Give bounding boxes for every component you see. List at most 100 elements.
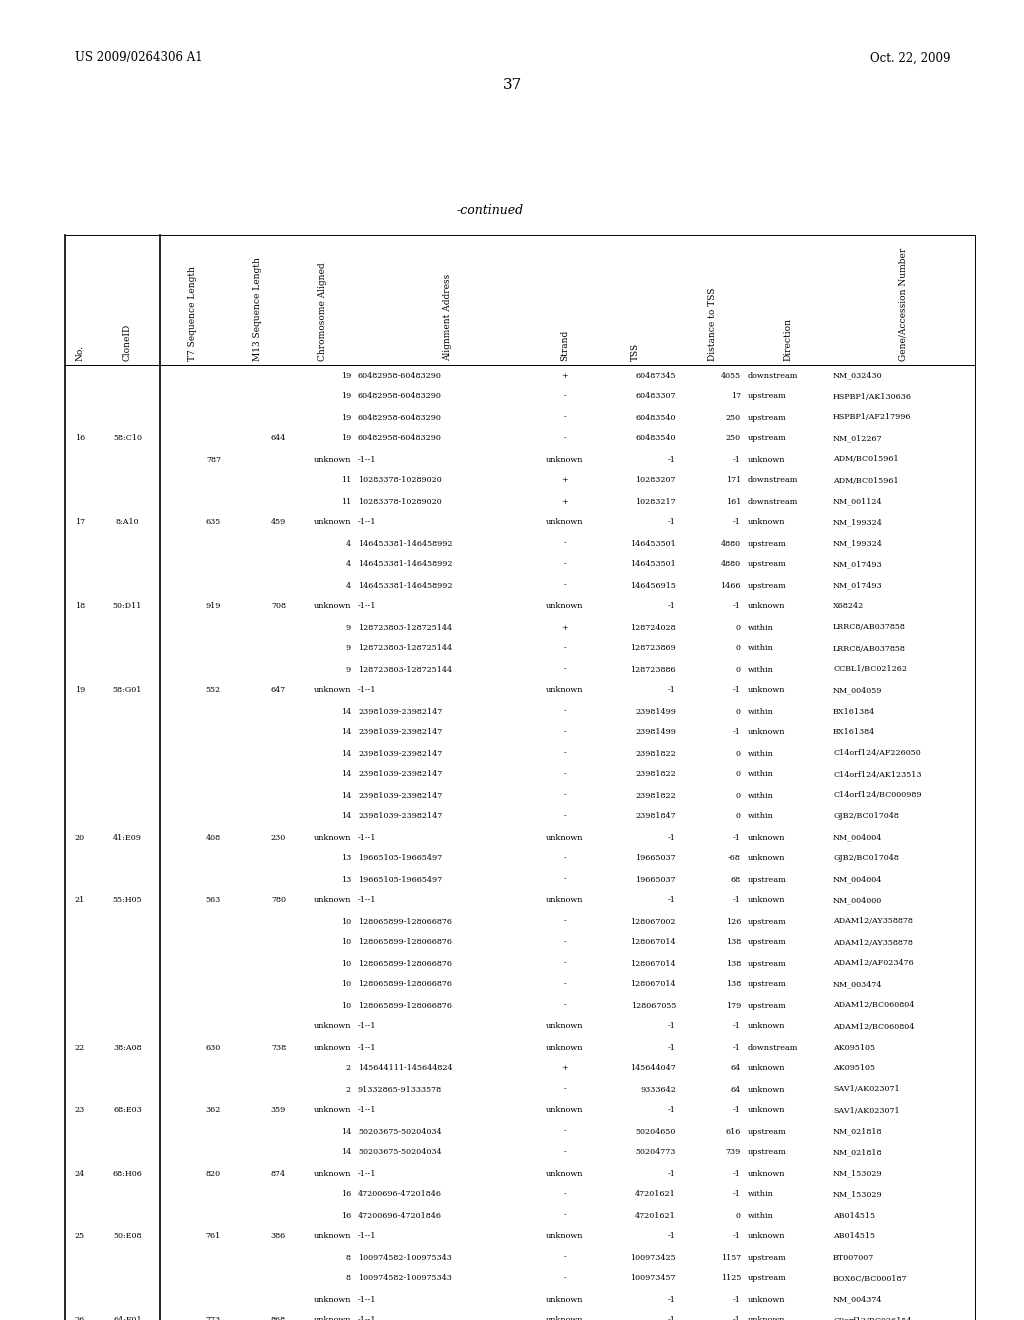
Text: -1--1: -1--1 bbox=[358, 1316, 377, 1320]
Text: unknown: unknown bbox=[313, 1295, 351, 1304]
Text: 68: 68 bbox=[731, 875, 741, 883]
Text: 145644111-145644824: 145644111-145644824 bbox=[358, 1064, 453, 1072]
Text: unknown: unknown bbox=[546, 1023, 584, 1031]
Text: -1: -1 bbox=[733, 1233, 741, 1241]
Text: -: - bbox=[563, 1254, 566, 1262]
Text: 128723886: 128723886 bbox=[631, 665, 676, 673]
Text: 128067055: 128067055 bbox=[631, 1002, 676, 1010]
Text: -: - bbox=[563, 939, 566, 946]
Text: -: - bbox=[563, 1191, 566, 1199]
Text: -1: -1 bbox=[668, 602, 676, 610]
Text: 820: 820 bbox=[206, 1170, 221, 1177]
Text: 50204773: 50204773 bbox=[636, 1148, 676, 1156]
Text: unknown: unknown bbox=[748, 1106, 785, 1114]
Text: 128723803-128725144: 128723803-128725144 bbox=[358, 644, 453, 652]
Text: -: - bbox=[563, 1148, 566, 1156]
Text: CCBL1/BC021262: CCBL1/BC021262 bbox=[833, 665, 907, 673]
Text: 128723803-128725144: 128723803-128725144 bbox=[358, 665, 453, 673]
Text: upstream: upstream bbox=[748, 561, 786, 569]
Text: 23981822: 23981822 bbox=[635, 771, 676, 779]
Text: 9: 9 bbox=[346, 665, 351, 673]
Text: 20: 20 bbox=[75, 833, 85, 842]
Text: 50:D11: 50:D11 bbox=[113, 602, 142, 610]
Text: 128065899-128066876: 128065899-128066876 bbox=[358, 960, 452, 968]
Text: -1: -1 bbox=[668, 455, 676, 463]
Text: -1: -1 bbox=[733, 686, 741, 694]
Text: -: - bbox=[563, 1085, 566, 1093]
Text: -1--1: -1--1 bbox=[358, 896, 377, 904]
Text: -1--1: -1--1 bbox=[358, 1170, 377, 1177]
Text: 14: 14 bbox=[341, 792, 351, 800]
Text: 708: 708 bbox=[271, 602, 286, 610]
Text: -: - bbox=[563, 771, 566, 779]
Text: unknown: unknown bbox=[546, 833, 584, 842]
Text: 0: 0 bbox=[736, 1212, 741, 1220]
Text: unknown: unknown bbox=[748, 1170, 785, 1177]
Text: 10: 10 bbox=[341, 917, 351, 925]
Text: within: within bbox=[748, 665, 774, 673]
Text: No.: No. bbox=[76, 345, 85, 360]
Text: 2: 2 bbox=[346, 1085, 351, 1093]
Text: CloneID: CloneID bbox=[123, 323, 132, 360]
Text: 128065899-128066876: 128065899-128066876 bbox=[358, 1002, 452, 1010]
Text: -1: -1 bbox=[733, 455, 741, 463]
Text: Alignment Address: Alignment Address bbox=[443, 273, 452, 360]
Text: NM_017493: NM_017493 bbox=[833, 561, 883, 569]
Text: unknown: unknown bbox=[748, 729, 785, 737]
Text: -: - bbox=[563, 1127, 566, 1135]
Text: TSS: TSS bbox=[631, 343, 640, 360]
Text: 138: 138 bbox=[726, 981, 741, 989]
Text: -: - bbox=[563, 875, 566, 883]
Text: Direction: Direction bbox=[783, 318, 792, 360]
Text: -1: -1 bbox=[668, 1233, 676, 1241]
Text: 146453381-146458992: 146453381-146458992 bbox=[358, 582, 453, 590]
Text: NM_004059: NM_004059 bbox=[833, 686, 883, 694]
Text: 128067014: 128067014 bbox=[631, 960, 676, 968]
Text: unknown: unknown bbox=[313, 1106, 351, 1114]
Text: 23981822: 23981822 bbox=[635, 792, 676, 800]
Text: 60483540: 60483540 bbox=[636, 413, 676, 421]
Text: -1: -1 bbox=[733, 1023, 741, 1031]
Text: -1: -1 bbox=[668, 896, 676, 904]
Text: X68242: X68242 bbox=[833, 602, 864, 610]
Text: ADM/BC015961: ADM/BC015961 bbox=[833, 477, 899, 484]
Text: 23981039-23982147: 23981039-23982147 bbox=[358, 708, 442, 715]
Text: within: within bbox=[748, 813, 774, 821]
Text: 19665105-19665497: 19665105-19665497 bbox=[358, 875, 442, 883]
Text: 25: 25 bbox=[75, 1233, 85, 1241]
Text: unknown: unknown bbox=[313, 896, 351, 904]
Text: 10: 10 bbox=[341, 939, 351, 946]
Text: 11: 11 bbox=[341, 498, 351, 506]
Text: 18: 18 bbox=[75, 602, 85, 610]
Text: 408: 408 bbox=[206, 833, 221, 842]
Text: NM_003474: NM_003474 bbox=[833, 981, 883, 989]
Text: unknown: unknown bbox=[748, 602, 785, 610]
Text: 128724028: 128724028 bbox=[631, 623, 676, 631]
Text: 19: 19 bbox=[75, 686, 85, 694]
Text: upstream: upstream bbox=[748, 875, 786, 883]
Text: 630: 630 bbox=[206, 1044, 221, 1052]
Text: 60482958-60483290: 60482958-60483290 bbox=[358, 371, 442, 380]
Text: unknown: unknown bbox=[313, 1044, 351, 1052]
Text: 100974582-100975343: 100974582-100975343 bbox=[358, 1275, 452, 1283]
Text: -1: -1 bbox=[733, 602, 741, 610]
Text: unknown: unknown bbox=[748, 833, 785, 842]
Text: 0: 0 bbox=[736, 665, 741, 673]
Text: 780: 780 bbox=[271, 896, 286, 904]
Text: -1: -1 bbox=[668, 1106, 676, 1114]
Text: 19: 19 bbox=[341, 434, 351, 442]
Text: 47200696-47201846: 47200696-47201846 bbox=[358, 1212, 442, 1220]
Text: 23: 23 bbox=[75, 1106, 85, 1114]
Text: -: - bbox=[563, 729, 566, 737]
Text: 50203675-50204034: 50203675-50204034 bbox=[358, 1127, 441, 1135]
Text: -: - bbox=[563, 644, 566, 652]
Text: -1: -1 bbox=[733, 1295, 741, 1304]
Text: -: - bbox=[563, 792, 566, 800]
Text: AB014515: AB014515 bbox=[833, 1233, 874, 1241]
Text: HSPBP1/AF217996: HSPBP1/AF217996 bbox=[833, 413, 911, 421]
Text: -1--1: -1--1 bbox=[358, 1233, 377, 1241]
Text: -1: -1 bbox=[733, 1170, 741, 1177]
Text: 145644047: 145644047 bbox=[630, 1064, 676, 1072]
Text: 128067002: 128067002 bbox=[631, 917, 676, 925]
Text: NM_004000: NM_004000 bbox=[833, 896, 883, 904]
